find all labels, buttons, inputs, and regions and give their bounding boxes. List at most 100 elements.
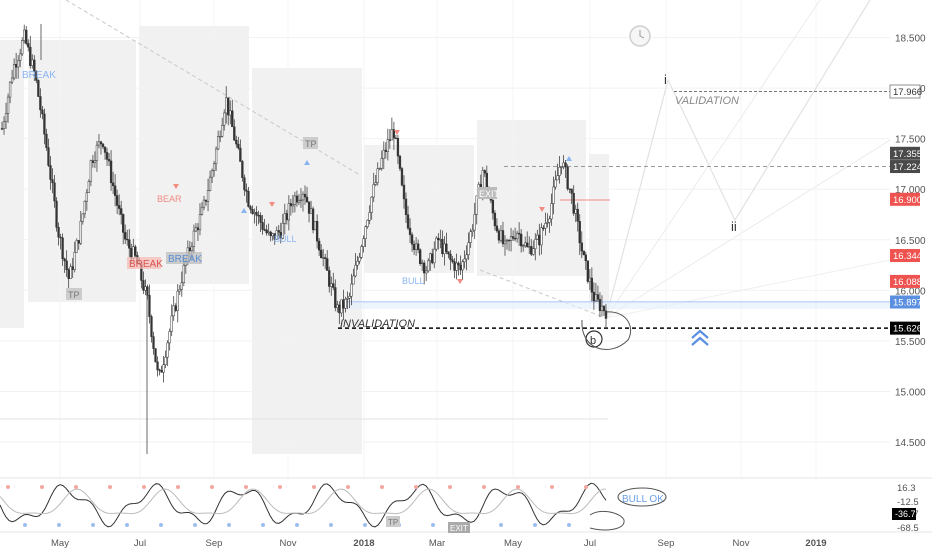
support-zone [340, 302, 890, 309]
candle [17, 55, 20, 79]
candle [219, 130, 222, 143]
candle [576, 202, 579, 232]
candle [227, 97, 230, 126]
candle [55, 197, 58, 232]
annotation-exit: EXIT [479, 189, 500, 199]
annotation-box [166, 252, 202, 264]
osc-annotation-box [448, 522, 470, 533]
x-tick-label: Nov [733, 538, 750, 549]
candle-body [77, 240, 80, 244]
candle-body [376, 168, 379, 183]
candle [352, 268, 355, 285]
candle [210, 168, 214, 183]
candle-body [348, 295, 351, 299]
candle-body [49, 165, 52, 180]
candle-body [558, 167, 561, 176]
candle-body [400, 168, 404, 186]
candle [554, 170, 557, 190]
wave-label-ii: ii [731, 219, 737, 234]
candle-body [17, 60, 20, 68]
candle-body [89, 160, 93, 182]
osc-dot [6, 485, 10, 489]
price-tag-box [890, 321, 920, 335]
candle-body [475, 195, 478, 215]
candle [534, 233, 537, 261]
candle-body [216, 136, 220, 150]
candle [180, 271, 183, 297]
price-tag: 17.966 [889, 84, 922, 99]
candle [326, 250, 329, 271]
candle [532, 240, 535, 256]
candle-body [380, 158, 383, 169]
price-tag-label: 15.626 [893, 324, 922, 335]
candle [372, 172, 375, 203]
candle-body [562, 162, 565, 168]
candle-body [87, 181, 91, 193]
candle [223, 109, 226, 131]
candle [27, 39, 30, 52]
candle [461, 259, 464, 281]
osc-dot [482, 485, 486, 489]
candle-body [132, 246, 135, 259]
price-tag-box [890, 146, 920, 160]
candle-body [578, 221, 581, 244]
x-tick-label: 2019 [805, 538, 826, 549]
candle [471, 224, 474, 237]
candle-body [95, 144, 99, 161]
candle-body [520, 233, 523, 247]
candle [47, 138, 50, 168]
annotation-break: BREAK [129, 259, 163, 270]
hand-drawn-circle [617, 487, 667, 507]
annotation-break: BREAK [22, 70, 56, 81]
candle-body [79, 220, 82, 244]
candle-body [107, 159, 111, 162]
osc-dot [210, 485, 214, 489]
candle-body [532, 248, 535, 255]
price-tag-label: 16.900 [893, 195, 922, 206]
candle [435, 236, 438, 252]
candle-body [241, 161, 244, 178]
candle-body [350, 283, 353, 297]
candle [8, 81, 12, 104]
candle-body [501, 230, 505, 245]
candle-body [378, 168, 381, 170]
invalidation-label: INVALIDATION [340, 318, 415, 330]
candle [495, 218, 499, 233]
candle-body [53, 182, 56, 202]
candle [427, 258, 430, 273]
candle [467, 232, 470, 260]
candle-body [14, 64, 18, 68]
osc-dot [295, 523, 299, 527]
candle-body [6, 96, 10, 114]
osc-dot [414, 485, 418, 489]
candle-body [509, 236, 513, 241]
candle [380, 150, 383, 171]
wave-projection [605, 0, 871, 319]
candle [216, 130, 220, 151]
candle-body [164, 356, 167, 365]
candle-body [461, 261, 464, 271]
oscillator-signal-line [0, 488, 607, 515]
candle [128, 228, 131, 258]
session-boxes [0, 26, 609, 454]
candle [61, 233, 64, 266]
candle-body [388, 139, 392, 141]
candle [346, 291, 349, 310]
candle-body [524, 242, 527, 246]
candle-body [602, 305, 606, 312]
candle [174, 303, 177, 313]
candle-body [25, 29, 28, 44]
hand-drawn-circle [581, 311, 632, 350]
candle-body [398, 155, 402, 169]
osc-dot [159, 523, 163, 527]
candle-body [410, 234, 414, 245]
candle [451, 256, 454, 264]
candle [410, 232, 414, 252]
candle [37, 79, 40, 98]
candle-body [552, 186, 555, 204]
candle-body [554, 179, 557, 188]
candle [85, 188, 88, 211]
candle-body [544, 223, 547, 229]
